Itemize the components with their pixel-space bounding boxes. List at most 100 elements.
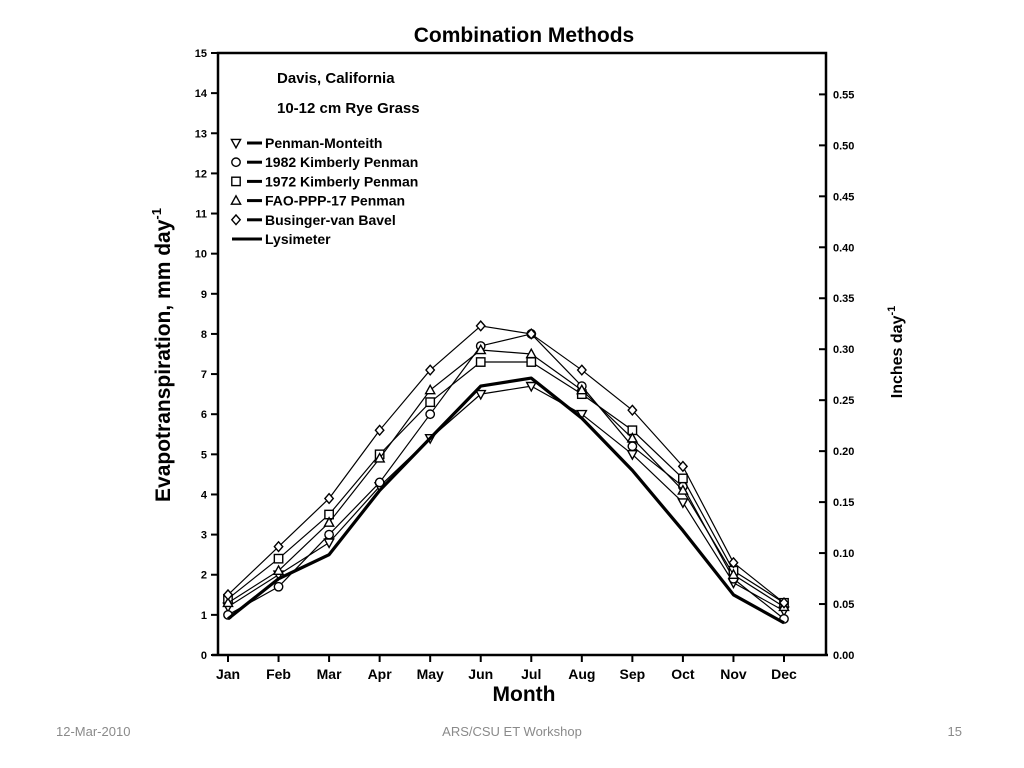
series-line	[227, 385, 785, 612]
y-tick-label: 12	[195, 168, 207, 180]
series-1972-kimberly-penman	[223, 357, 789, 608]
data-point	[373, 452, 386, 463]
y-tick-label: 0	[201, 650, 207, 662]
data-point	[677, 498, 689, 509]
y-tick-label: 7	[201, 369, 207, 381]
legend-label: FAO-PPP-17 Penman	[265, 193, 405, 209]
data-point	[273, 581, 284, 592]
data-point	[576, 383, 588, 395]
x-tick-label: Feb	[266, 666, 291, 682]
x-axis-label: Month	[493, 683, 556, 706]
y2-axis-ticks: 0.00 0.05 0.10 0.15 0.20 0.25 0.30 0.35 0.40 0.45…	[819, 89, 854, 662]
data-point	[273, 540, 284, 553]
legend-label: 1972 Kimberly Penman	[265, 173, 418, 189]
y-tick-label: 5	[201, 449, 207, 461]
chart-title: Combination Methods	[414, 24, 634, 47]
x-tick-label: Sep	[620, 666, 646, 682]
footer-title: ARS/CSU ET Workshop	[442, 724, 582, 739]
series-line	[227, 361, 785, 604]
data-point	[474, 389, 487, 401]
y2-tick-label: 0.55	[833, 89, 854, 101]
series-layer	[222, 320, 790, 625]
y-tick-label: 13	[195, 128, 207, 140]
y2-axis-label-superscript: -1	[886, 306, 898, 316]
data-point	[626, 432, 639, 443]
y-axis-label: Evapotranspiration, mm day-1	[149, 208, 175, 502]
data-point	[526, 357, 537, 367]
legend-entry: Lysimeter	[232, 231, 331, 247]
y2-tick-label: 0.20	[833, 446, 854, 458]
x-tick-label: Aug	[568, 666, 595, 682]
y2-tick-label: 0.10	[833, 548, 854, 560]
y2-tick-label: 0.50	[833, 140, 854, 152]
data-point	[324, 529, 334, 540]
series-lysimeter	[227, 376, 785, 625]
y-tick-label: 9	[201, 289, 207, 301]
legend-marker	[231, 176, 241, 187]
data-point	[222, 588, 234, 601]
data-point	[273, 553, 284, 564]
legend-label: Penman-Monteith	[265, 135, 382, 151]
data-point	[627, 404, 638, 417]
data-point	[425, 409, 436, 420]
data-point	[222, 596, 234, 608]
chart: Combination Methods 01234567891011121314…	[149, 24, 906, 706]
y-tick-label: 15	[195, 48, 207, 60]
data-point	[425, 397, 436, 408]
data-point	[323, 516, 335, 527]
series-fao-ppp-17-penman	[222, 343, 790, 612]
data-point	[778, 596, 790, 609]
x-tick-label: Jul	[521, 666, 541, 682]
data-point	[323, 492, 335, 505]
x-tick-label: Oct	[671, 666, 695, 682]
y-tick-label: 1	[201, 610, 207, 622]
y-tick-label: 4	[201, 489, 208, 501]
data-point	[374, 477, 385, 488]
page-number: 15	[947, 724, 962, 739]
data-point	[677, 460, 689, 473]
legend-label: 1982 Kimberly Penman	[265, 154, 418, 170]
legend-marker	[230, 194, 242, 205]
y-tick-label: 10	[195, 249, 207, 261]
series-penman-monteith	[222, 381, 790, 618]
y2-axis-label: Inches day-1	[886, 306, 906, 398]
x-tick-label: Mar	[317, 666, 342, 682]
series-line	[227, 333, 785, 620]
legend: Penman-Monteith 1982 Kimberly Penman 1972 …	[230, 135, 418, 247]
series-businger-van-bavel	[222, 320, 790, 609]
y2-tick-label: 0.25	[833, 395, 854, 407]
legend-entry: 1972 Kimberly Penman	[231, 173, 418, 189]
data-point	[425, 364, 436, 376]
plot-frame	[216, 51, 828, 655]
legend-label: Businger-van Bavel	[265, 212, 396, 228]
y-tick-label: 6	[201, 409, 207, 421]
x-tick-label: Jan	[216, 666, 240, 682]
y2-tick-label: 0.00	[833, 650, 854, 662]
y-tick-label: 8	[201, 329, 207, 341]
y2-tick-label: 0.35	[833, 293, 854, 305]
series-line	[227, 325, 785, 604]
legend-entry: Businger-van Bavel	[230, 212, 396, 228]
data-point	[576, 364, 587, 376]
legend-entry: FAO-PPP-17 Penman	[230, 193, 405, 209]
data-point	[374, 424, 385, 437]
data-point	[627, 441, 638, 452]
x-tick-label: Jun	[468, 666, 493, 682]
chart-annotation-crop: 10-12 cm Rye Grass	[277, 100, 420, 117]
data-point	[728, 556, 739, 569]
series-line	[227, 349, 785, 608]
data-point	[323, 538, 335, 549]
data-point	[525, 347, 538, 359]
y2-tick-label: 0.15	[833, 497, 854, 509]
x-axis-ticks: Jan Feb Mar Apr May Jun Jul Aug Sep Oct Nov Dec	[216, 655, 797, 682]
legend-entry: Penman-Monteith	[230, 135, 382, 151]
y2-tick-label: 0.40	[833, 242, 854, 254]
legend-entry: 1982 Kimberly Penman	[231, 154, 418, 170]
x-tick-label: Dec	[771, 666, 797, 682]
x-tick-label: May	[417, 666, 444, 682]
x-tick-label: Nov	[720, 666, 747, 682]
legend-marker	[231, 157, 241, 168]
y-tick-label: 14	[195, 88, 208, 100]
x-tick-label: Apr	[368, 666, 393, 682]
